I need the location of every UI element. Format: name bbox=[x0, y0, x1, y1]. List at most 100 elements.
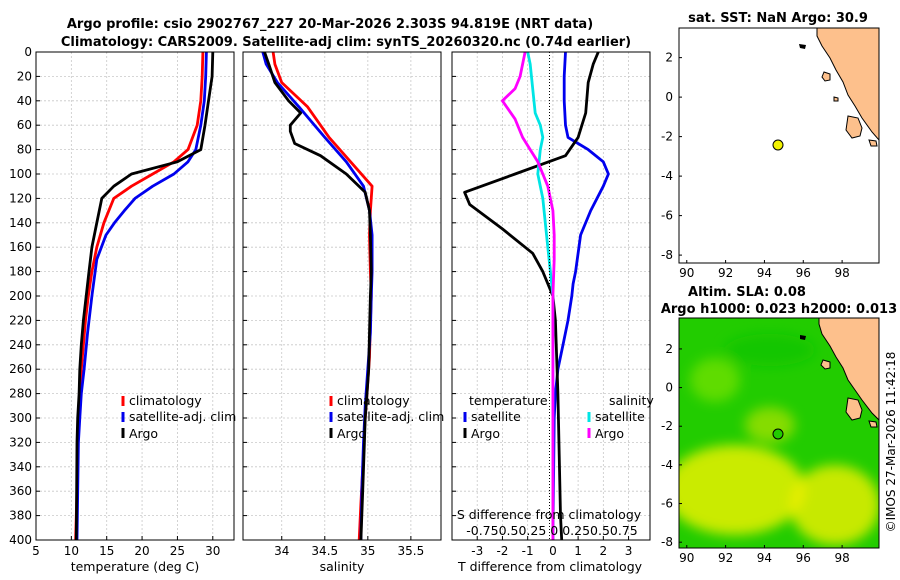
difference-series-s-satellite bbox=[526, 52, 555, 540]
salinity-xtick-label-3: 35.5 bbox=[398, 544, 425, 558]
sst-map-frame bbox=[678, 27, 880, 264]
sla-low-patch bbox=[725, 334, 815, 366]
depth-tick-label-2: 40 bbox=[17, 94, 32, 108]
sla-land-islet-d bbox=[800, 335, 806, 340]
sst-land-islet-d bbox=[799, 44, 806, 49]
salinity-xtick-label-1: 34.5 bbox=[311, 544, 338, 558]
temperature-series-argo bbox=[74, 52, 215, 540]
title-line-2: Climatology: CARS2009. Satellite-adj cli… bbox=[61, 35, 631, 50]
legend-label-argo-s: Argo bbox=[337, 426, 366, 441]
sla-map-ytick-label-4: -6 bbox=[661, 497, 673, 511]
salinity-xtick-label-2: 35 bbox=[360, 544, 375, 558]
depth-tick-label-12: 240 bbox=[9, 338, 32, 352]
sla-map-xtick-label-4: 98 bbox=[834, 551, 849, 565]
depth-tick-label-14: 280 bbox=[9, 387, 32, 401]
sla-map-y-ticks: 2 0 -2 -4 -6 -8 bbox=[661, 342, 682, 549]
temperature-grid bbox=[35, 51, 234, 541]
difference-xtick-label-2: -1 bbox=[522, 544, 534, 558]
salinity-grid bbox=[243, 51, 441, 541]
depth-tick-label-6: 120 bbox=[9, 191, 32, 205]
sst-map-title: sat. SST: NaN Argo: 30.9 bbox=[688, 11, 868, 26]
sla-map-ytick-label-2: -2 bbox=[661, 419, 673, 433]
temperature-panel: 0 20 40 60 80 100 120 140 160 180 200 220 240 260 280 3… bbox=[9, 45, 236, 574]
sla-high-anomaly-southeast bbox=[790, 465, 879, 545]
sst-map-xtick-label-1: 92 bbox=[718, 266, 733, 280]
legend-label-climatology: climatology bbox=[129, 393, 202, 408]
sla-moderate-patch-north bbox=[690, 358, 740, 402]
sla-map-xtick-label-3: 96 bbox=[796, 551, 811, 565]
legend-label-t-argo: Argo bbox=[471, 426, 500, 441]
temperature-tick-labels: 5 10 15 20 25 30 bbox=[32, 544, 220, 558]
salinity-series bbox=[261, 52, 374, 540]
legend-label-satellite-adj: satellite-adj. clim bbox=[129, 409, 236, 424]
difference-xtick-label-3: 0 bbox=[549, 544, 557, 558]
difference-series-t-satellite bbox=[551, 52, 610, 540]
sst-map-ytick-label-4: -6 bbox=[661, 209, 673, 223]
difference-series bbox=[463, 52, 610, 540]
difference-xtick-label-0: -3 bbox=[471, 544, 483, 558]
depth-tick-labels: 0 20 40 60 80 100 120 140 160 180 200 220 240 260 280 3… bbox=[9, 45, 32, 547]
temperature-series-satellite-adj-clim bbox=[75, 52, 208, 540]
difference-xtick-label-6: 3 bbox=[625, 544, 633, 558]
depth-tick-label-3: 60 bbox=[17, 118, 32, 132]
difference-series-s-argo bbox=[500, 52, 556, 540]
temperature-series bbox=[74, 52, 215, 540]
depth-tick-label-18: 360 bbox=[9, 484, 32, 498]
temperature-xtick-label-4: 25 bbox=[170, 544, 185, 558]
sst-map-ytick-label-0: 2 bbox=[665, 51, 673, 65]
sst-map-y-ticks: 2 0 -2 -4 -6 -8 bbox=[661, 51, 682, 262]
argo-location-marker-sst bbox=[772, 139, 784, 151]
depth-tick-label-9: 180 bbox=[9, 265, 32, 279]
depth-tick-label-20: 400 bbox=[9, 533, 32, 547]
sst-map-x-ticks: 90 92 94 96 98 bbox=[679, 260, 850, 280]
temperature-legend: climatology satellite-adj. clim Argo bbox=[121, 393, 236, 441]
temperature-series-climatology bbox=[74, 52, 205, 540]
depth-tick-label-13: 260 bbox=[9, 362, 32, 376]
difference-panel: -3 -2 -1 0 1 2 3 T difference from climatology… bbox=[451, 51, 654, 574]
sla-map-xtick-label-1: 92 bbox=[718, 551, 733, 565]
salinity-xtick-label-0: 34 bbox=[274, 544, 289, 558]
temperature-axes-frame bbox=[35, 51, 235, 541]
sla-land-sumatra bbox=[818, 318, 879, 421]
argo-location-marker-sla bbox=[772, 428, 784, 440]
sst-map-xtick-label-2: 94 bbox=[757, 266, 772, 280]
difference-xlabel: T difference from climatology bbox=[457, 559, 643, 574]
sla-map-ytick-label-5: -8 bbox=[661, 535, 673, 549]
legend-label-s-argo: Argo bbox=[595, 426, 624, 441]
temperature-xtick-label-5: 30 bbox=[205, 544, 220, 558]
depth-tick-label-15: 300 bbox=[9, 411, 32, 425]
depth-tick-label-19: 380 bbox=[9, 509, 32, 523]
legend-label-climatology-s: climatology bbox=[337, 393, 410, 408]
sla-map-x-ticks: 90 92 94 96 98 bbox=[679, 545, 850, 565]
difference-grid bbox=[452, 51, 650, 541]
sla-map-xtick-label-0: 90 bbox=[679, 551, 694, 565]
sst-land-island-a bbox=[845, 115, 863, 139]
depth-tick-label-5: 100 bbox=[9, 167, 32, 181]
sst-map-xtick-label-4: 98 bbox=[834, 266, 849, 280]
depth-tick-label-8: 160 bbox=[9, 240, 32, 254]
difference-legend: temperature salinity satellite Argo sate… bbox=[463, 393, 654, 441]
s-difference-ticks: -0.750.50.25 0 0.250.50.75 bbox=[466, 523, 638, 538]
sla-map-ytick-label-3: -4 bbox=[661, 458, 673, 472]
title-line-1: Argo profile: csio 2902767_227 20-Mar-20… bbox=[67, 17, 593, 32]
depth-tick-label-16: 320 bbox=[9, 435, 32, 449]
sst-map-xtick-label-3: 96 bbox=[796, 266, 811, 280]
difference-xtick-label-1: -2 bbox=[496, 544, 508, 558]
sla-land-island-b bbox=[820, 359, 831, 370]
sla-field-shading bbox=[679, 334, 879, 545]
temperature-xtick-label-1: 10 bbox=[64, 544, 79, 558]
sla-map: Altim. SLA: 0.08 Argo h1000: 0.023 h2000… bbox=[661, 285, 897, 565]
sla-map-title-2: Argo h1000: 0.023 h2000: 0.013 bbox=[661, 302, 897, 317]
difference-xtick-label-4: 1 bbox=[574, 544, 582, 558]
sst-map-ytick-label-3: -4 bbox=[661, 169, 673, 183]
difference-series-t-argo bbox=[463, 52, 600, 540]
legend-label-s-satellite: satellite bbox=[595, 409, 645, 424]
salinity-xlabel: salinity bbox=[320, 559, 365, 574]
sla-moderate-patch bbox=[745, 407, 795, 443]
salinity-series-argo bbox=[263, 52, 373, 540]
s-difference-label: S difference from climatology bbox=[457, 507, 642, 522]
difference-tick-labels: -3 -2 -1 0 1 2 3 bbox=[471, 544, 632, 558]
imos-timestamp: ©IMOS 27-Mar-2026 11:42:18 bbox=[884, 352, 898, 533]
depth-tick-label-10: 200 bbox=[9, 289, 32, 303]
sst-land-island-b bbox=[821, 71, 831, 82]
